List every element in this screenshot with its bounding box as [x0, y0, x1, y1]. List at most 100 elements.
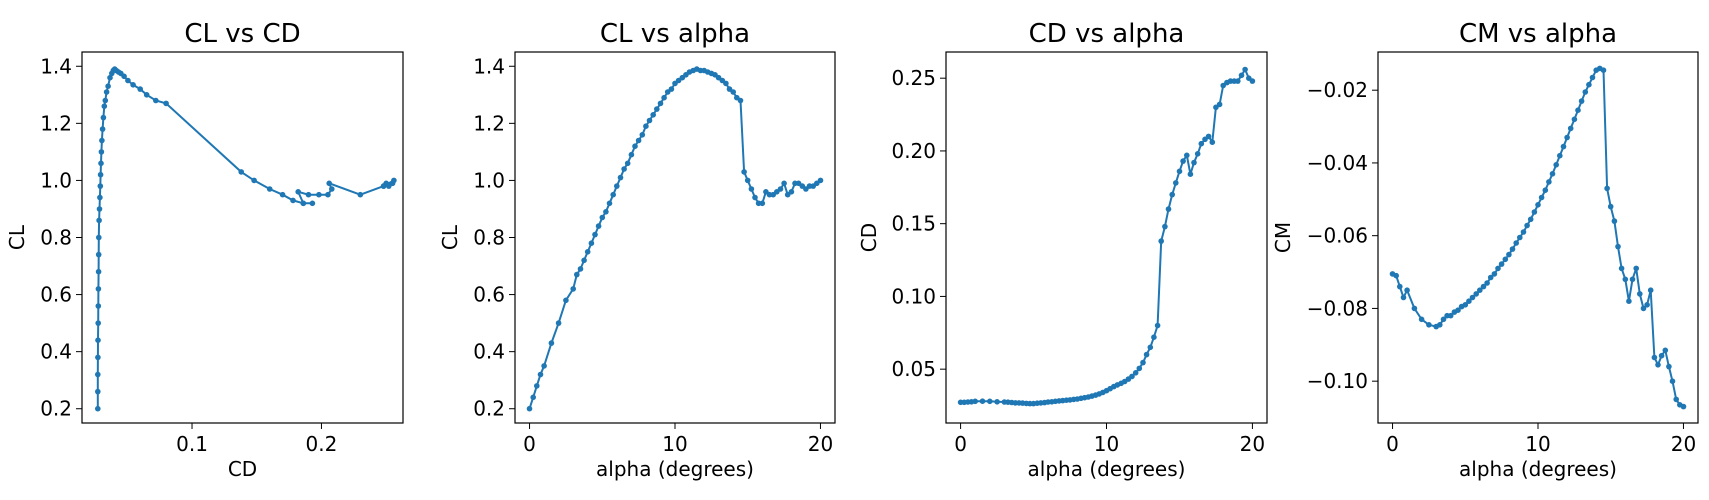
data-point [1165, 206, 1172, 212]
series-line [528, 68, 822, 410]
y-tick-label: 0.6 [40, 283, 72, 307]
data-point [251, 177, 257, 184]
data-point [95, 337, 101, 344]
data-point [1426, 322, 1432, 328]
y-tick-label: 0.25 [891, 66, 936, 90]
data-point [1147, 344, 1154, 351]
data-point [95, 354, 101, 361]
data-point [326, 180, 333, 187]
data-point [1440, 316, 1447, 323]
chart-title: CL vs CD [184, 19, 300, 49]
data-point [125, 77, 131, 84]
data-point [610, 191, 616, 198]
series-line [960, 67, 1254, 405]
data-point [1673, 396, 1679, 403]
data-point [1132, 370, 1139, 376]
data-point [534, 383, 540, 389]
data-point [1194, 151, 1201, 157]
y-tick-label: 1.4 [40, 54, 72, 78]
data-point [1578, 98, 1585, 104]
data-point [777, 186, 784, 192]
data-point [121, 73, 127, 80]
y-tick-label: 0.8 [40, 226, 72, 250]
chart-panel-3: CD vs alpha 0 10 20 0.05 0.10 0.15 0.20 0.25 alph… [857, 19, 1268, 481]
x-tick-label: 10 [662, 432, 687, 456]
data-point [1666, 363, 1672, 370]
data-point [107, 74, 113, 81]
y-tick-label: 0.8 [473, 226, 505, 250]
data-point [972, 398, 978, 405]
series-line [1392, 67, 1684, 408]
data-point [599, 214, 606, 221]
data-point [614, 183, 620, 189]
data-point [1589, 74, 1596, 81]
data-point [99, 137, 105, 144]
data-point [1151, 334, 1157, 341]
data-point [639, 132, 646, 138]
x-axis-label: alpha (degrees) [1459, 457, 1617, 481]
data-point [817, 177, 824, 184]
data-point [588, 240, 595, 246]
data-point [1575, 107, 1581, 113]
data-point [781, 180, 787, 187]
y-tick-label: 0.2 [473, 397, 505, 421]
data-point [1198, 140, 1205, 147]
data-point [103, 89, 110, 95]
data-point [1176, 168, 1183, 175]
x-tick-label: 10 [1525, 432, 1550, 456]
data-point [1633, 265, 1639, 272]
y-tick-label: −0.10 [1307, 369, 1368, 393]
data-point [95, 251, 102, 258]
x-tick-label: 0.1 [176, 432, 208, 456]
data-point [1535, 202, 1541, 208]
y-axis-label: CL [438, 224, 462, 250]
data-point [635, 137, 642, 144]
data-point [1542, 187, 1549, 193]
data-point [1586, 81, 1592, 88]
data-point [357, 191, 364, 198]
data-point [1626, 298, 1632, 305]
y-tick-label: 0.05 [891, 357, 936, 381]
data-point [1618, 265, 1625, 272]
data-point [617, 174, 624, 181]
data-point [266, 186, 273, 192]
data-point [97, 171, 104, 178]
plot-frame [945, 51, 1268, 424]
data-point [316, 191, 322, 198]
y-tick-label: 1.2 [40, 111, 72, 135]
x-tick-label: 0 [523, 432, 536, 456]
data-point [1397, 283, 1403, 290]
data-point [643, 123, 649, 129]
data-point [380, 183, 387, 189]
data-point [661, 94, 667, 101]
data-point [1557, 152, 1563, 159]
data-point [541, 363, 547, 369]
data-point [1571, 116, 1578, 123]
data-point [1611, 218, 1618, 224]
y-tick-label: −0.02 [1307, 78, 1368, 102]
data-point [1498, 261, 1505, 267]
data-point [1418, 316, 1425, 323]
data-point [574, 271, 580, 278]
data-point [105, 83, 111, 89]
data-point [279, 191, 286, 198]
data-point [143, 92, 150, 98]
data-point [96, 206, 103, 212]
data-point [95, 371, 101, 378]
data-point [238, 169, 244, 175]
data-point [295, 189, 302, 195]
data-point [1582, 89, 1589, 95]
data-point [97, 194, 103, 201]
x-tick-label: 20 [1240, 432, 1265, 456]
data-point [632, 143, 638, 149]
data-point [730, 89, 736, 95]
data-point [526, 405, 533, 412]
data-point [1477, 287, 1483, 294]
data-point [1615, 243, 1621, 250]
data-point [163, 100, 169, 107]
data-point [1669, 378, 1676, 385]
data-point [1162, 223, 1168, 230]
data-point [657, 100, 664, 107]
data-point [290, 197, 296, 204]
